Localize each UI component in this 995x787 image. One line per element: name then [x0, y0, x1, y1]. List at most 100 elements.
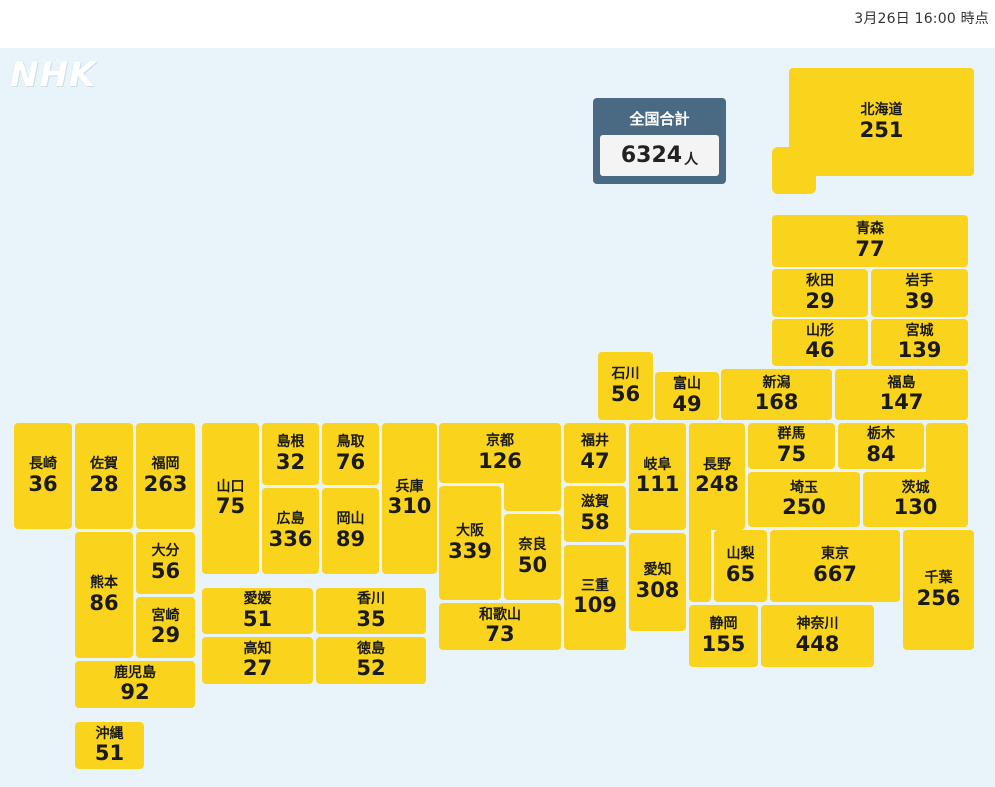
pref-tile-ishikawa[interactable]: 石川 56 — [598, 352, 653, 420]
pref-tile-saga[interactable]: 佐賀 28 — [75, 423, 133, 529]
pref-count: 310 — [387, 494, 432, 519]
pref-name: 鹿児島 — [114, 664, 156, 681]
pref-tile-kagoshima[interactable]: 鹿児島 92 — [75, 661, 195, 708]
pref-count: 248 — [695, 472, 739, 497]
pref-tile-fukui[interactable]: 福井 47 — [564, 423, 626, 483]
pref-name: 長野 — [703, 456, 731, 473]
pref-count: 32 — [275, 449, 306, 474]
pref-tile-kyoto-lower — [504, 478, 561, 511]
pref-count: 448 — [795, 631, 840, 656]
pref-name: 石川 — [611, 366, 640, 383]
pref-tile-oita[interactable]: 大分 56 — [136, 532, 195, 594]
pref-count: 667 — [813, 561, 857, 586]
pref-count: 147 — [879, 390, 924, 415]
pref-tile-miyazaki[interactable]: 宮崎 29 — [136, 597, 195, 658]
pref-count: 36 — [28, 471, 58, 496]
pref-tile-niigata[interactable]: 新潟 168 — [721, 369, 832, 420]
pref-tile-hyogo[interactable]: 兵庫 310 — [382, 423, 437, 574]
pref-count: 109 — [573, 593, 617, 618]
pref-tile-nagasaki[interactable]: 長崎 36 — [14, 423, 72, 529]
pref-name: 新潟 — [762, 374, 791, 391]
pref-count: 27 — [242, 656, 273, 681]
pref-name: 福島 — [887, 374, 916, 391]
pref-tile-shizuoka[interactable]: 静岡 155 — [689, 605, 758, 667]
pref-tile-kochi[interactable]: 高知 27 — [202, 637, 313, 684]
pref-tile-toyama[interactable]: 富山 49 — [655, 372, 719, 420]
pref-count: 49 — [672, 391, 702, 416]
pref-tile-miyagi[interactable]: 宮城 139 — [871, 319, 968, 366]
pref-tile-hokkaido[interactable]: 北海道 251 — [789, 68, 974, 176]
pref-tile-fukuoka[interactable]: 福岡 263 — [136, 423, 195, 529]
pref-tile-mie[interactable]: 三重 109 — [564, 545, 626, 650]
pref-tile-okinawa[interactable]: 沖縄 51 — [75, 722, 144, 769]
pref-name: 兵庫 — [395, 478, 424, 495]
pref-tile-yamagata[interactable]: 山形 46 — [772, 319, 868, 366]
pref-count: 130 — [893, 495, 938, 520]
pref-tile-ehime[interactable]: 愛媛 51 — [202, 588, 313, 634]
pref-count: 77 — [855, 236, 885, 261]
pref-count: 58 — [580, 509, 610, 534]
pref-tile-yamanashi[interactable]: 山梨 65 — [714, 530, 767, 602]
pref-tile-yamaguchi[interactable]: 山口 75 — [202, 423, 259, 574]
pref-name: 島根 — [276, 434, 305, 451]
pref-name: 山梨 — [726, 546, 755, 563]
pref-tile-gunma[interactable]: 群馬 75 — [748, 423, 835, 469]
pref-tile-chiba[interactable]: 千葉 256 — [903, 530, 974, 650]
pref-tile-aomori[interactable]: 青森 77 — [772, 215, 968, 267]
timestamp: 3月26日 16:00 時点 — [854, 11, 989, 27]
pref-tile-shimane[interactable]: 島根 32 — [262, 423, 319, 485]
pref-tile-tokyo[interactable]: 東京 667 — [770, 530, 900, 602]
pref-tile-nara[interactable]: 奈良 50 — [504, 514, 561, 600]
pref-name: 徳島 — [357, 640, 385, 657]
national-total-label: 全国合計 — [629, 110, 690, 128]
pref-tile-wakayama[interactable]: 和歌山 73 — [439, 603, 561, 650]
pref-tile-kagawa[interactable]: 香川 35 — [316, 588, 426, 634]
pref-count: 28 — [89, 471, 119, 496]
pref-name: 大分 — [151, 543, 180, 560]
pref-name: 群馬 — [777, 426, 806, 443]
pref-name: 香川 — [357, 591, 385, 608]
pref-tile-hiroshima[interactable]: 広島 336 — [262, 488, 319, 574]
pref-count: 75 — [776, 441, 807, 466]
pref-tile-shiga[interactable]: 滋賀 58 — [564, 486, 626, 542]
pref-count: 56 — [610, 381, 641, 406]
pref-name: 愛知 — [643, 562, 672, 579]
pref-name: 東京 — [821, 546, 849, 563]
pref-name: 佐賀 — [90, 456, 118, 473]
pref-count: 47 — [580, 448, 610, 473]
pref-name: 山口 — [216, 478, 245, 495]
pref-count: 84 — [866, 441, 896, 466]
pref-tile-kumamoto[interactable]: 熊本 86 — [75, 532, 133, 658]
pref-name: 秋田 — [806, 273, 834, 290]
pref-tile-aichi[interactable]: 愛知 308 — [629, 533, 686, 631]
pref-name: 埼玉 — [790, 479, 818, 496]
pref-name: 広島 — [276, 511, 305, 528]
pref-name: 岐阜 — [643, 456, 672, 473]
pref-tile-kyoto[interactable]: 京都 126 — [439, 423, 561, 483]
pref-tile-tokushima[interactable]: 徳島 52 — [316, 637, 426, 684]
pref-name: 愛媛 — [243, 591, 272, 608]
pref-count: 336 — [268, 526, 313, 551]
pref-tile-gifu[interactable]: 岐阜 111 — [629, 423, 686, 530]
pref-tile-ibaraki[interactable]: 茨城 130 — [863, 472, 968, 527]
pref-tile-tottori[interactable]: 鳥取 76 — [322, 423, 379, 485]
pref-count: 89 — [335, 526, 366, 551]
pref-count: 51 — [94, 741, 125, 766]
pref-tile-nagano[interactable]: 長野 248 — [689, 423, 745, 530]
pref-tile-saitama[interactable]: 埼玉 250 — [748, 472, 860, 527]
pref-tile-fukushima[interactable]: 福島 147 — [835, 369, 968, 420]
pref-tile-osaka[interactable]: 大阪 339 — [439, 486, 501, 600]
pref-name: 栃木 — [867, 426, 895, 443]
pref-tile-kanagawa[interactable]: 神奈川 448 — [761, 605, 874, 667]
pref-name: 宮城 — [905, 322, 934, 339]
pref-tile-iwate[interactable]: 岩手 39 — [871, 269, 968, 317]
pref-tile-tochigi[interactable]: 栃木 84 — [838, 423, 924, 469]
pref-count: 308 — [635, 577, 680, 602]
nhk-logo: NHK — [10, 55, 97, 95]
pref-tile-okayama[interactable]: 岡山 89 — [322, 488, 379, 574]
pref-count: 111 — [635, 472, 680, 497]
pref-tile-akita[interactable]: 秋田 29 — [772, 269, 868, 317]
pref-name: 沖縄 — [95, 725, 124, 742]
pref-name: 滋賀 — [581, 494, 609, 511]
pref-name: 三重 — [581, 577, 609, 594]
